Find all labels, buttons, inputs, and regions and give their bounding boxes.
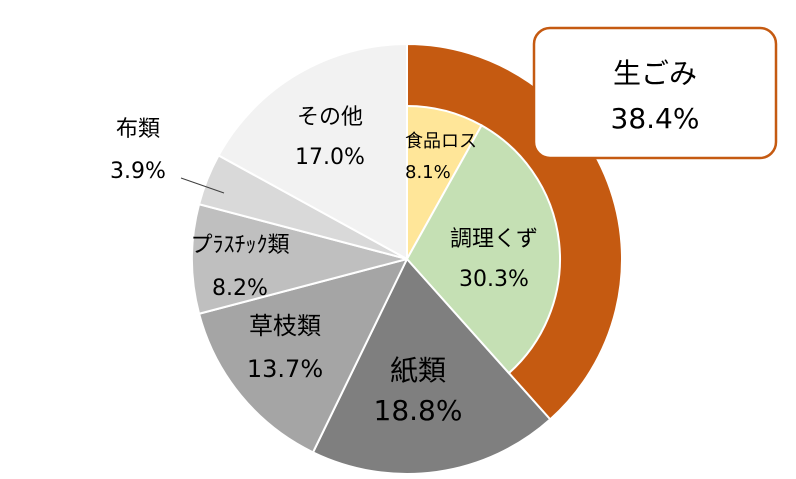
inner-value-label: 30.3% [459, 267, 529, 292]
inner-label: 食品ロス [405, 131, 477, 152]
value-label: 17.0% [295, 145, 365, 170]
slice-label: 生ごみ [613, 57, 697, 90]
slice-label: 草枝類 [249, 312, 321, 340]
pie-slice [191, 203, 411, 315]
inner-label: 調理くず [450, 227, 538, 252]
pie-slice [217, 42, 408, 261]
pie-slice [197, 257, 409, 454]
callout-box [532, 26, 778, 160]
leader-line [180, 177, 225, 194]
pie [191, 42, 623, 475]
value-label: 18.8% [374, 394, 463, 427]
value-label: 8.2% [212, 276, 268, 301]
slice-label: プﾗｽﾁｯｸ類 [190, 233, 289, 258]
inner-value-label: 8.1% [405, 162, 451, 183]
pie-slice [311, 257, 552, 475]
slice-label: その他 [297, 105, 363, 130]
value-label: 3.9% [110, 159, 166, 184]
labels: 生ごみ 38.4% 紙類 18.8% 草枝類 13.7% プﾗｽﾁｯｸ類 8.2% 布類 3.9%… [110, 57, 699, 427]
slice-label: 紙類 [390, 354, 446, 387]
slice-label: 布類 [116, 117, 160, 142]
value-label: 38.4% [611, 102, 700, 135]
value-label: 13.7% [247, 355, 323, 383]
inner-slice [405, 124, 561, 375]
